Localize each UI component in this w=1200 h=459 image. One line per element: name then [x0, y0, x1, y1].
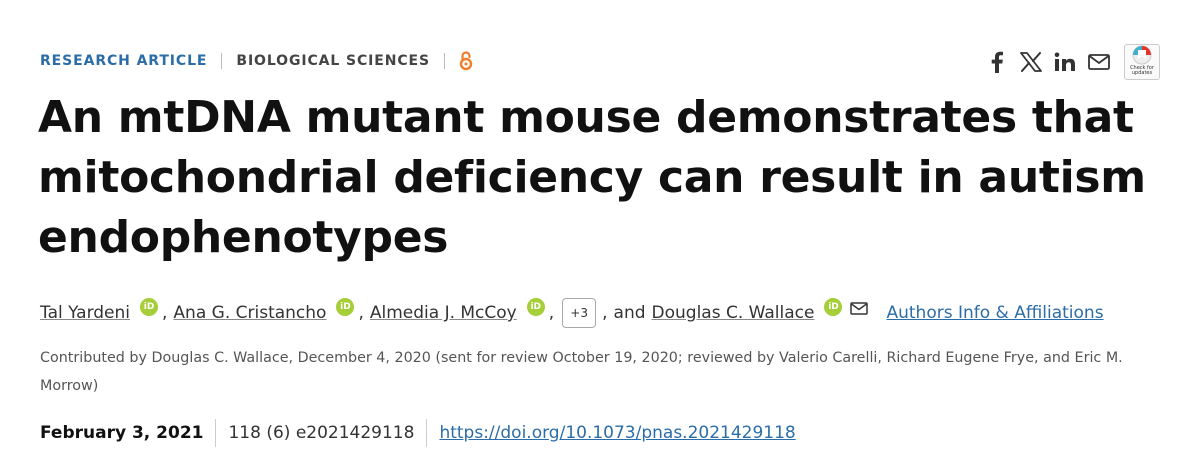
pub-divider — [426, 419, 428, 447]
publication-info: February 3, 2021 118 (6) e2021429118 htt… — [40, 418, 796, 448]
article-meta-row: RESEARCH ARTICLE BIOLOGICAL SCIENCES — [40, 50, 473, 72]
author-separator: , — [548, 303, 555, 323]
facebook-icon[interactable] — [982, 47, 1012, 77]
author-link[interactable]: Douglas C. Wallace — [651, 303, 815, 323]
orcid-icon[interactable]: iD — [526, 298, 545, 316]
check-for-updates-button[interactable]: Check for updates — [1124, 44, 1160, 80]
doi-link[interactable]: https://doi.org/10.1073/pnas.2021429118 — [439, 423, 796, 443]
author-separator: , — [162, 303, 168, 323]
email-icon[interactable] — [1084, 47, 1114, 77]
authors-info-affiliations-link[interactable]: Authors Info & Affiliations — [886, 303, 1104, 323]
subject-link[interactable]: BIOLOGICAL SCIENCES — [236, 53, 430, 69]
author-link[interactable]: Almedia J. McCoy — [369, 303, 517, 323]
orcid-icon[interactable]: iD — [140, 298, 159, 316]
corresponding-author-email-icon[interactable] — [850, 301, 869, 315]
contributed-statement: Contributed by Douglas C. Wallace, Decem… — [40, 350, 1123, 394]
author-separator: , — [358, 303, 364, 323]
orcid-icon[interactable]: iD — [336, 298, 355, 316]
crossmark-label: Check for updates — [1130, 65, 1154, 76]
pub-divider — [215, 419, 217, 447]
more-authors-button[interactable]: +3 — [562, 298, 597, 328]
publication-date: February 3, 2021 — [40, 423, 204, 443]
open-access-lock-icon — [459, 51, 473, 71]
linkedin-icon[interactable] — [1050, 47, 1080, 77]
author-list: Tal Yardeni iD , Ana G. Cristancho iD , … — [40, 296, 1104, 330]
article-type-link[interactable]: RESEARCH ARTICLE — [40, 53, 208, 69]
author-link[interactable]: Ana G. Cristancho — [173, 303, 327, 323]
share-toolbar: Check for updates — [982, 44, 1160, 80]
x-icon[interactable] — [1016, 47, 1046, 77]
meta-divider — [443, 53, 445, 69]
author-and: and — [613, 303, 646, 323]
author-link[interactable]: Tal Yardeni — [40, 303, 131, 323]
article-title: An mtDNA mutant mouse demonstrates that … — [38, 92, 1146, 263]
author-separator: , — [602, 303, 608, 323]
crossmark-icon — [1132, 45, 1152, 65]
volume-issue: 118 (6) e2021429118 — [228, 423, 415, 443]
meta-divider — [221, 53, 223, 69]
orcid-icon[interactable]: iD — [824, 298, 843, 316]
